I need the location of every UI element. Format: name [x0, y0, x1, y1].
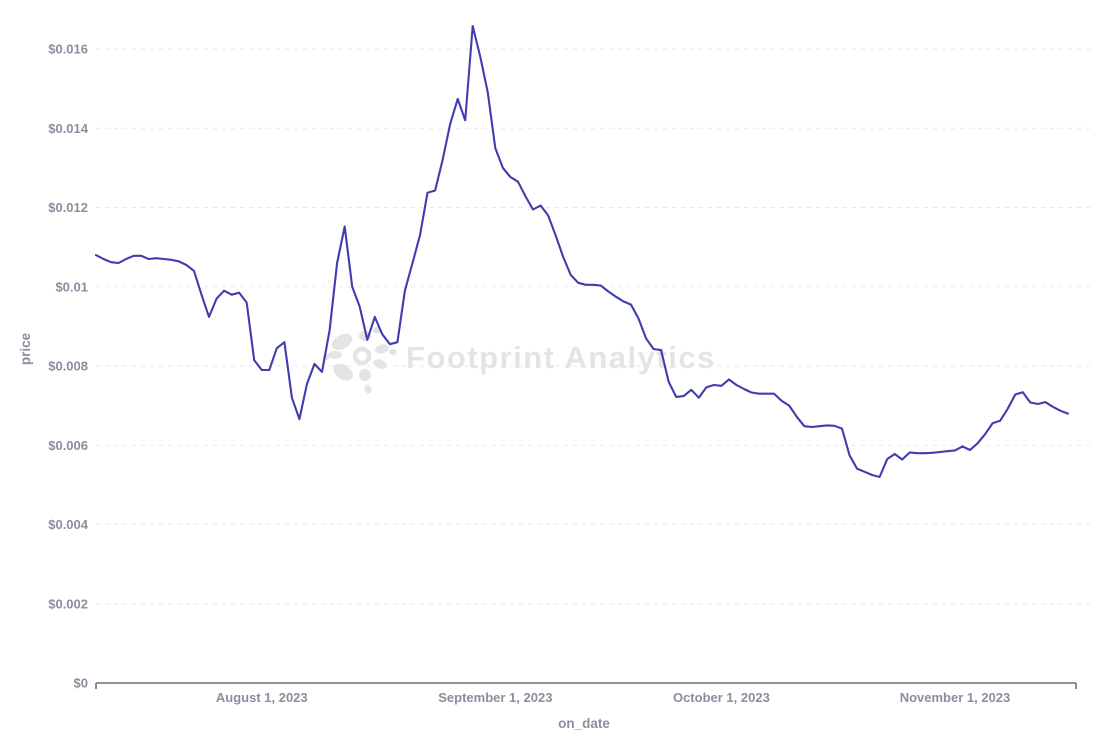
footprint-logo-icon	[322, 326, 397, 394]
x-tick-label: November 1, 2023	[900, 690, 1011, 705]
x-axis	[95, 682, 1077, 689]
y-tick-label: $0.01	[55, 279, 88, 294]
x-tick-label: September 1, 2023	[438, 690, 552, 705]
x-tick-label: August 1, 2023	[216, 690, 308, 705]
y-tick-label: $0.002	[48, 596, 88, 611]
y-tick-label: $0.014	[48, 121, 89, 136]
y-tick-label: $0.004	[48, 517, 89, 532]
y-tick-label: $0.006	[48, 438, 88, 453]
y-tick-label: $0	[74, 676, 88, 691]
x-tick-label: October 1, 2023	[673, 690, 770, 705]
gridlines	[96, 48, 1093, 605]
x-axis-title: on_date	[558, 716, 610, 731]
price-series-line[interactable]	[94, 24, 1070, 479]
y-tick-label: $0.012	[48, 200, 88, 215]
y-axis-tick-labels: $0 $0.002 $0.004 $0.006 $0.008 $0.01 $0.012 $0.…	[48, 42, 89, 691]
watermark: Footprint Analytics	[322, 326, 716, 394]
y-axis-title: price	[18, 332, 33, 365]
y-tick-label: $0.016	[48, 42, 88, 57]
watermark-text: Footprint Analytics	[406, 340, 716, 375]
x-axis-tick-labels: August 1, 2023 September 1, 2023 October 1…	[216, 690, 1010, 705]
y-tick-label: $0.008	[48, 359, 88, 374]
